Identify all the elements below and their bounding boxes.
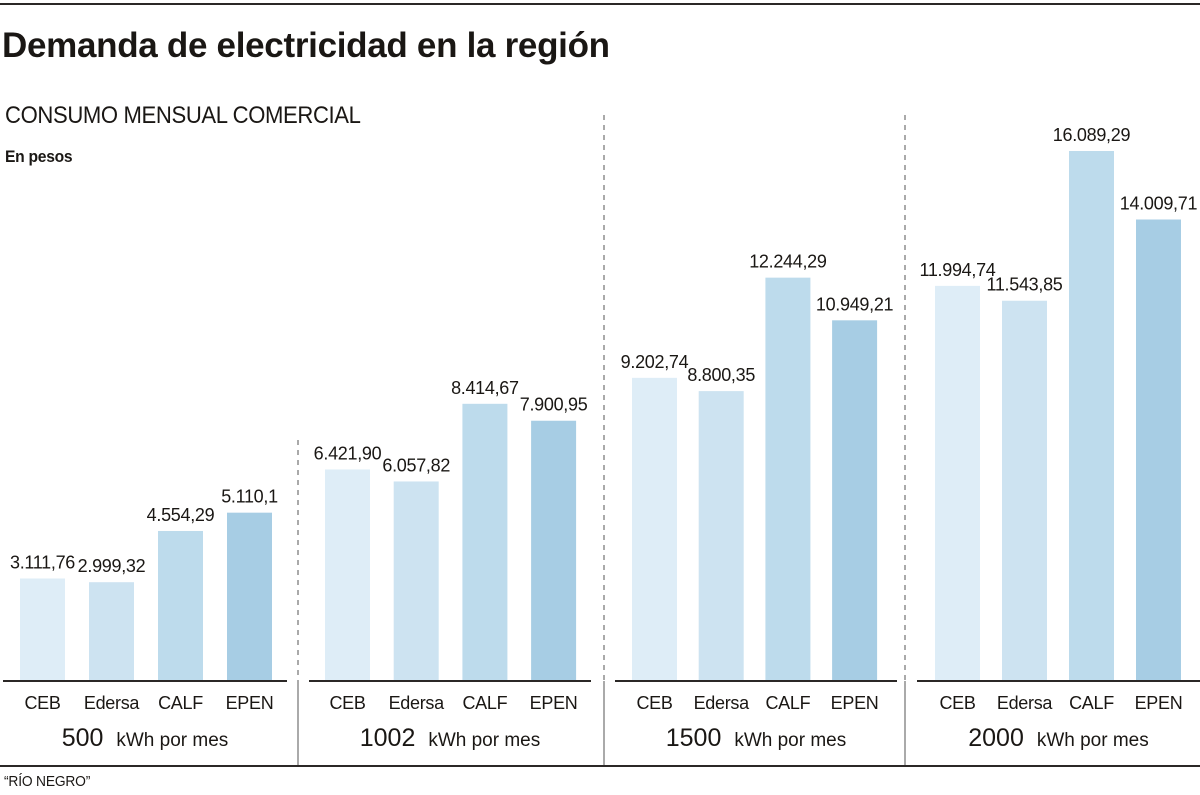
chart-subtitle: CONSUMO MENSUAL COMERCIAL: [5, 102, 361, 129]
bar-500-ceb: [20, 578, 65, 681]
bar-1002-epen: [531, 420, 577, 681]
bar-500-calf: [158, 530, 203, 681]
category-label-edersa: Edersa: [84, 693, 141, 713]
unit-note: En pesos: [5, 147, 73, 166]
data-label-2000-epen: 14.009,71: [1120, 194, 1198, 214]
data-label-1002-epen: 7.900,95: [520, 395, 588, 415]
data-label-1002-ceb: 6.421,90: [314, 443, 382, 463]
category-label-calf: CALF: [462, 693, 507, 713]
data-label-2000-ceb: 11.994,74: [919, 260, 995, 280]
bar-1002-ceb: [325, 469, 370, 681]
bar-2000-edersa: [1002, 300, 1047, 681]
source-credit: “RÍO NEGRO”: [4, 773, 91, 790]
group-kwh-unit: kWh por mes: [116, 730, 228, 751]
category-label-edersa: Edersa: [389, 693, 446, 713]
group-kwh-unit: kWh por mes: [1037, 730, 1149, 751]
category-label-edersa: Edersa: [997, 693, 1054, 713]
data-label-1500-edersa: 8.800,35: [687, 365, 755, 385]
category-label-epen: EPEN: [831, 693, 879, 713]
category-label-ceb: CEB: [636, 693, 672, 713]
category-label-calf: CALF: [1069, 693, 1114, 713]
group-kwh-value: 1500: [666, 724, 729, 752]
group-kwh-value: 1002: [360, 724, 423, 752]
category-label-edersa: Edersa: [694, 693, 751, 713]
bar-2000-epen: [1136, 219, 1181, 682]
category-label-epen: EPEN: [530, 693, 578, 713]
bar-2000-ceb: [935, 285, 980, 681]
bar-1500-ceb: [632, 377, 677, 681]
data-label-1500-ceb: 9.202,74: [621, 352, 689, 372]
category-label-ceb: CEB: [939, 693, 975, 713]
group-label-500: 500 kWh por mes: [62, 724, 229, 752]
category-label-calf: CALF: [158, 693, 203, 713]
category-label-calf: CALF: [765, 693, 810, 713]
group-kwh-value: 500: [62, 724, 111, 752]
bar-1500-epen: [832, 320, 878, 681]
data-label-1500-epen: 10.949,21: [816, 294, 894, 314]
bar-500-edersa: [89, 582, 134, 681]
group-kwh-unit: kWh por mes: [428, 730, 540, 751]
data-label-1002-calf: 8.414,67: [451, 378, 519, 398]
group-label-1500: 1500 kWh por mes: [666, 724, 846, 752]
bottom-rule: [0, 765, 1200, 767]
group-label-2000: 2000 kWh por mes: [968, 724, 1148, 752]
group-label-1002: 1002 kWh por mes: [360, 724, 540, 752]
data-label-500-calf: 4.554,29: [147, 505, 215, 525]
category-label-epen: EPEN: [1135, 693, 1183, 713]
data-label-500-epen: 5.110,1: [221, 487, 278, 507]
category-label-epen: EPEN: [226, 693, 274, 713]
data-label-1002-edersa: 6.057,82: [382, 455, 450, 475]
bar-1002-edersa: [393, 481, 439, 681]
data-label-2000-edersa: 11.543,85: [986, 275, 1062, 295]
bar-1500-edersa: [698, 391, 744, 681]
top-rule: [0, 3, 1200, 5]
bar-2000-calf: [1069, 151, 1114, 681]
category-label-ceb: CEB: [329, 693, 365, 713]
group-kwh-unit: kWh por mes: [734, 730, 846, 751]
category-label-ceb: CEB: [24, 693, 60, 713]
bar-500-epen: [227, 512, 272, 681]
group-kwh-value: 2000: [968, 724, 1031, 752]
data-label-500-edersa: 2.999,32: [78, 556, 146, 576]
bar-1002-calf: [462, 403, 508, 681]
chart-title: Demanda de electricidad en la región: [2, 26, 610, 65]
data-label-500-ceb: 3.111,76: [10, 552, 75, 572]
bar-1500-calf: [765, 277, 811, 681]
data-label-1500-calf: 12.244,29: [749, 252, 827, 272]
data-label-2000-calf: 16.089,29: [1053, 125, 1131, 145]
